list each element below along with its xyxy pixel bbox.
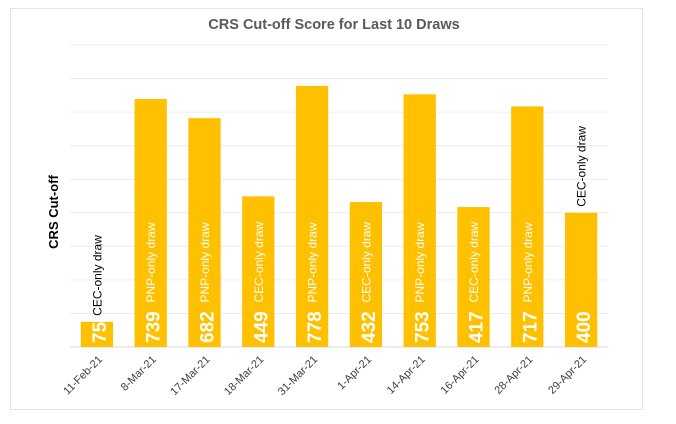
bars	[80, 85, 598, 348]
bar-annotation: CEC-only draw	[359, 221, 373, 302]
value-labels: 75 739 682 449 778 432 753 417 717 400	[90, 311, 595, 343]
x-tick-labels: 11-Feb-21 8-Mar-21 17-Mar-21 18-Mar-21 31-Ma…	[61, 354, 589, 398]
x-tick-label: 1-Apr-21	[335, 354, 374, 393]
x-tick-label: 17-Mar-21	[168, 354, 212, 398]
bar	[134, 99, 167, 347]
chart-title: CRS Cut-off Score for Last 10 Draws	[208, 17, 459, 33]
x-tick-label: 14-Apr-21	[385, 354, 428, 397]
bar-annotation: CEC-only draw	[252, 221, 266, 302]
bar	[564, 212, 598, 347]
bar	[295, 85, 329, 347]
x-tick-label: 18-Mar-21	[222, 354, 266, 398]
bar	[403, 94, 436, 348]
bar-annotation: PNP-only draw	[413, 222, 427, 302]
value-label: 753	[413, 311, 434, 343]
value-label: 400	[574, 311, 595, 343]
bar-annotation: CEC-only draw	[467, 221, 481, 302]
value-label: 682	[198, 311, 219, 343]
bar	[242, 196, 275, 347]
x-tick-label: 29-Apr-21	[546, 354, 589, 397]
bar-annotation: CEC-only draw	[90, 235, 104, 316]
value-label: 739	[144, 311, 165, 343]
value-label: 449	[251, 311, 272, 343]
value-label: 778	[305, 311, 326, 343]
x-tick-label: 11-Feb-21	[61, 354, 105, 398]
bar	[349, 202, 383, 347]
bar	[511, 106, 544, 347]
bar-annotation: CEC-only draw	[575, 126, 589, 207]
y-axis-label: CRS Cut-off	[46, 175, 61, 249]
bar	[80, 321, 114, 347]
bar	[188, 118, 221, 347]
bar-annotation: PNP-only draw	[306, 222, 320, 302]
x-tick-label: 8-Mar-21	[119, 354, 159, 394]
x-tick-label: 31-Mar-21	[276, 354, 320, 398]
value-label: 75	[90, 321, 111, 343]
value-label: 417	[467, 311, 488, 343]
bar-annotations: CEC-only draw PNP-only draw PNP-only draw C…	[90, 126, 588, 316]
bar	[457, 207, 490, 347]
x-tick-label: 16-Apr-21	[439, 354, 482, 397]
bar-annotation: PNP-only draw	[521, 222, 535, 302]
bar-annotation: PNP-only draw	[198, 222, 212, 302]
value-label: 717	[520, 311, 541, 343]
x-tick-label: 28-Apr-21	[492, 354, 535, 397]
bar-annotation: PNP-only draw	[144, 222, 158, 302]
value-label: 432	[359, 311, 380, 343]
